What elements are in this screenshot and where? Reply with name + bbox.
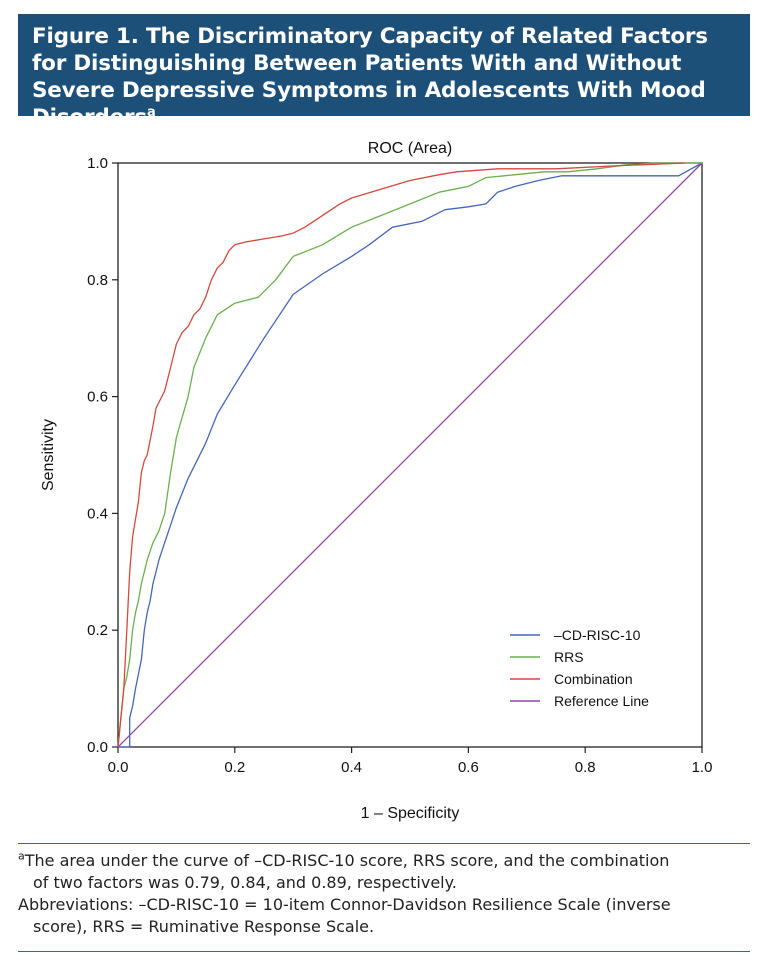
- y-tick-label: 1.0: [87, 155, 108, 172]
- y-axis-label: Sensitivity: [40, 419, 57, 491]
- chart-title: ROC (Area): [368, 140, 452, 157]
- x-tick-label: 0.4: [341, 759, 362, 776]
- x-axis-label: 1 – Specificity: [361, 805, 460, 822]
- footnote-note: aThe area under the curve of –CD-RISC-10…: [18, 850, 750, 872]
- figure-title-footnote-marker: a: [146, 104, 156, 120]
- x-tick-label: 0.2: [224, 759, 245, 776]
- figure-title: Figure 1. The Discriminatory Capacity of…: [32, 23, 736, 131]
- series-line-combination: [117, 162, 685, 748]
- x-tick-label: 1.0: [692, 759, 713, 776]
- y-tick-label: 0.8: [87, 272, 108, 289]
- y-tick-label: 0.0: [87, 739, 108, 756]
- footnote-abbreviations-continued: score), RRS = Ruminative Response Scale.: [33, 917, 375, 936]
- x-tick-label: 0.8: [575, 759, 596, 776]
- x-tick-label: 0.0: [108, 759, 129, 776]
- y-tick-label: 0.4: [87, 505, 108, 522]
- y-axis-ticks: 0.0 0.2 0.4 0.6 0.8 1.0: [87, 155, 118, 756]
- footnote-marker: a: [18, 849, 25, 863]
- x-tick-label: 0.6: [458, 759, 479, 776]
- y-tick-label: 0.6: [87, 389, 108, 406]
- series-line-rrs: [117, 162, 702, 748]
- footnote-note-text: The area under the curve of –CD-RISC-10 …: [24, 851, 670, 870]
- footnote-top-rule: [18, 843, 750, 844]
- legend-label-cd-risc-10: –CD-RISC-10: [554, 627, 641, 643]
- legend-label-reference-line: Reference Line: [554, 693, 649, 709]
- x-axis-ticks: 0.0 0.2 0.4 0.6 0.8 1.0: [108, 747, 713, 776]
- series-lines: [117, 162, 703, 748]
- figure-title-banner: Figure 1. The Discriminatory Capacity of…: [18, 14, 750, 130]
- legend-label-rrs: RRS: [554, 649, 584, 665]
- footnote-abbreviations: Abbreviations: –CD-RISC-10 = 10-item Con…: [18, 895, 671, 914]
- y-tick-label: 0.2: [87, 622, 108, 639]
- series-line-reference-line: [117, 162, 703, 748]
- series-line-cd-risc-10: [118, 162, 703, 748]
- footnote-note-continued: of two factors was 0.79, 0.84, and 0.89,…: [33, 873, 457, 892]
- figure-title-text: Figure 1. The Discriminatory Capacity of…: [32, 24, 708, 130]
- footnote-bottom-rule: [18, 951, 750, 952]
- roc-chart: ROC (Area) 1 – Specificity Sensitivity 0…: [40, 140, 713, 822]
- legend: –CD-RISC-10 RRS Combination Reference Line: [510, 627, 649, 709]
- legend-label-combination: Combination: [554, 671, 633, 687]
- footnotes: aThe area under the curve of –CD-RISC-10…: [18, 850, 750, 938]
